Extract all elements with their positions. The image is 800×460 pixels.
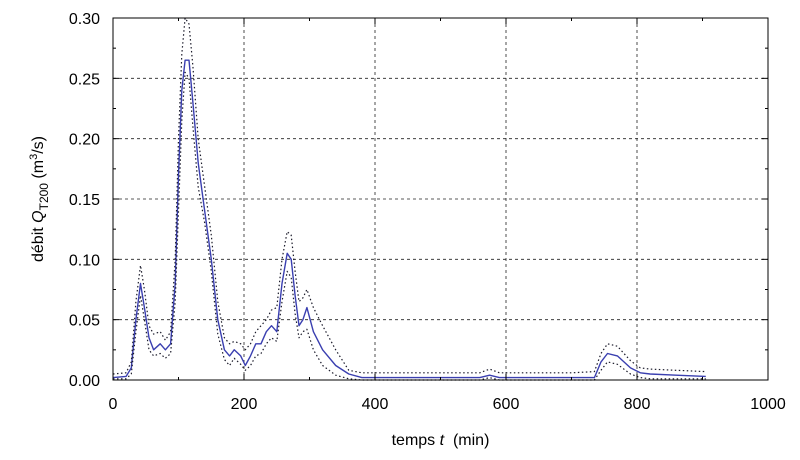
grid — [113, 18, 768, 380]
x-axis-title-unit: (min) — [444, 432, 489, 449]
y-axis-title-superscript: 3 — [28, 154, 40, 160]
y-tick-label: 0.20 — [69, 132, 100, 149]
tick-labels: 0 200 400 600 800 1000 0.00 0.05 0.10 0.15 0.20 0.2… — [69, 11, 786, 413]
y-axis-title-prefix: débit — [30, 223, 47, 262]
series-layer — [112, 17, 706, 381]
x-tick-label: 600 — [493, 396, 520, 413]
x-tick-label: 1000 — [750, 396, 786, 413]
y-axis-title: débit QT200 (m3/s) — [28, 136, 51, 262]
x-tick-label: 0 — [109, 396, 118, 413]
y-tick-label: 0.25 — [69, 71, 100, 88]
x-tick-label: 800 — [624, 396, 651, 413]
y-tick-label: 0.10 — [69, 252, 100, 269]
y-axis-title-variable: Q — [30, 210, 47, 222]
x-axis-title-prefix: temps — [392, 432, 440, 449]
y-axis-title-unit-close: /s) — [30, 136, 47, 154]
y-tick-label: 0.15 — [69, 192, 100, 209]
y-tick-label: 0.00 — [69, 373, 100, 390]
y-axis-title-unit-open: (m — [30, 160, 47, 183]
y-tick-label: 0.30 — [69, 11, 100, 28]
x-axis-title: temps t (min) — [392, 432, 490, 449]
x-axis-title-variable: t — [440, 432, 445, 449]
x-tick-label: 400 — [362, 396, 389, 413]
y-axis-title-subscript: T200 — [37, 183, 51, 211]
ticks — [112, 17, 769, 381]
y-tick-label: 0.05 — [69, 313, 100, 330]
x-tick-label: 200 — [231, 396, 258, 413]
series-line-solid — [112, 59, 706, 379]
